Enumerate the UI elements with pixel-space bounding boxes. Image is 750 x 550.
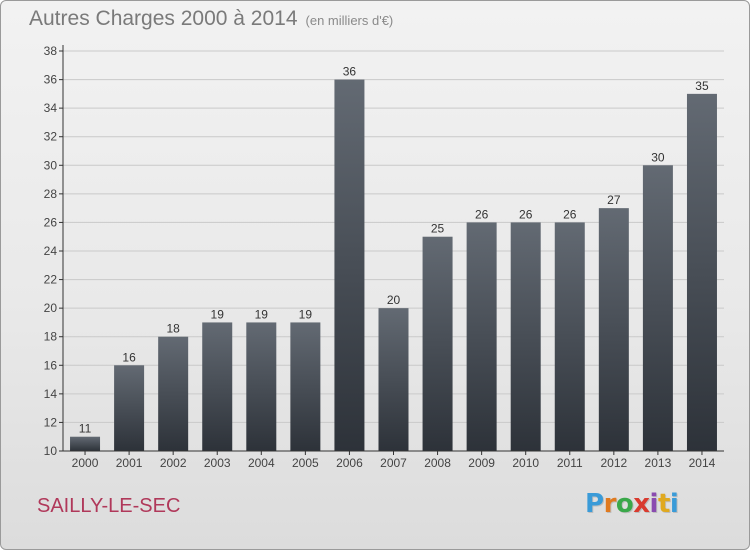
bar [422, 236, 453, 451]
y-tick-label: 20 [44, 301, 58, 315]
bars [70, 79, 717, 452]
y-tick-label: 16 [44, 358, 58, 372]
logo-letter: P [585, 489, 604, 519]
x-tick-label: 2008 [424, 456, 451, 470]
x-tick-label: 2013 [645, 456, 672, 470]
bar-value-label: 30 [651, 150, 665, 164]
bar-value-label: 20 [387, 293, 401, 307]
logo-letter: r [603, 489, 617, 519]
y-tick-label: 30 [44, 158, 58, 172]
bar-value-label: 16 [122, 350, 136, 364]
y-tick-label: 32 [44, 130, 58, 144]
bar [202, 322, 233, 451]
x-tick-label: 2005 [292, 456, 319, 470]
logo-letter: o [615, 489, 634, 519]
x-tick-label: 2001 [116, 456, 143, 470]
chart-subtitle: (en milliers d'€) [305, 13, 394, 28]
y-tick-label: 38 [44, 44, 58, 58]
chart-title: Autres Charges 2000 à 2014 (en milliers d… [29, 7, 393, 31]
bar [158, 336, 189, 451]
y-tick-label: 34 [44, 101, 58, 115]
x-tick-label: 2003 [204, 456, 231, 470]
proxiti-logo: Proxiti [585, 489, 679, 519]
x-tick-label: 2009 [468, 456, 495, 470]
bar-value-label: 26 [563, 207, 577, 221]
bar-value-label: 11 [79, 422, 92, 436]
y-tick-label: 10 [44, 444, 58, 458]
x-tick-label: 2012 [600, 456, 627, 470]
bar-value-label: 36 [343, 65, 357, 79]
bar [642, 165, 673, 452]
x-tick-label: 2004 [248, 456, 275, 470]
bar [334, 79, 365, 452]
bar-value-label: 26 [519, 207, 533, 221]
y-tick-label: 18 [44, 330, 58, 344]
bar-value-label: 18 [166, 322, 180, 336]
x-tick-label: 2014 [689, 456, 716, 470]
bar [290, 322, 321, 451]
x-tick-label: 2002 [160, 456, 187, 470]
bar-value-label: 26 [475, 207, 489, 221]
y-tick-label: 24 [44, 244, 58, 258]
bar-value-label: 35 [695, 79, 709, 93]
y-tick-label: 14 [44, 387, 58, 401]
bar [70, 436, 101, 451]
bar [246, 322, 277, 451]
logo-letter: i [669, 489, 679, 519]
bar [686, 93, 717, 451]
bar-value-label: 19 [299, 307, 313, 321]
x-tick-label: 2007 [380, 456, 407, 470]
y-tick-label: 28 [44, 187, 58, 201]
chart-title-text: Autres Charges 2000 à 2014 [29, 7, 298, 30]
bar-value-label: 27 [607, 193, 621, 207]
bar-value-label: 25 [431, 222, 445, 236]
bar [554, 222, 585, 451]
bar-value-label: 19 [255, 307, 269, 321]
bar [114, 365, 145, 451]
x-tick-label: 2011 [557, 456, 583, 470]
bar-value-label: 19 [211, 307, 225, 321]
bar [598, 208, 629, 451]
axes [59, 45, 724, 455]
logo-letter: t [657, 489, 670, 519]
y-tick-label: 22 [44, 273, 58, 287]
x-tick-label: 2006 [336, 456, 363, 470]
bar [378, 308, 409, 451]
commune-name: SAILLY-LE-SEC [37, 495, 181, 517]
y-tick-label: 36 [44, 73, 58, 87]
bar [510, 222, 541, 451]
x-tick-label: 2010 [512, 456, 539, 470]
y-tick-label: 26 [44, 215, 58, 229]
x-tick-label: 2000 [72, 456, 99, 470]
logo-letter: i [649, 489, 659, 519]
y-tick-label: 12 [44, 415, 58, 429]
logo-letter: x [633, 489, 650, 519]
bar [466, 222, 497, 451]
labels: 10 12 14 16 18 20 22 24 26 28 30 32 34 36 38 11 2000 16 20… [44, 44, 716, 470]
